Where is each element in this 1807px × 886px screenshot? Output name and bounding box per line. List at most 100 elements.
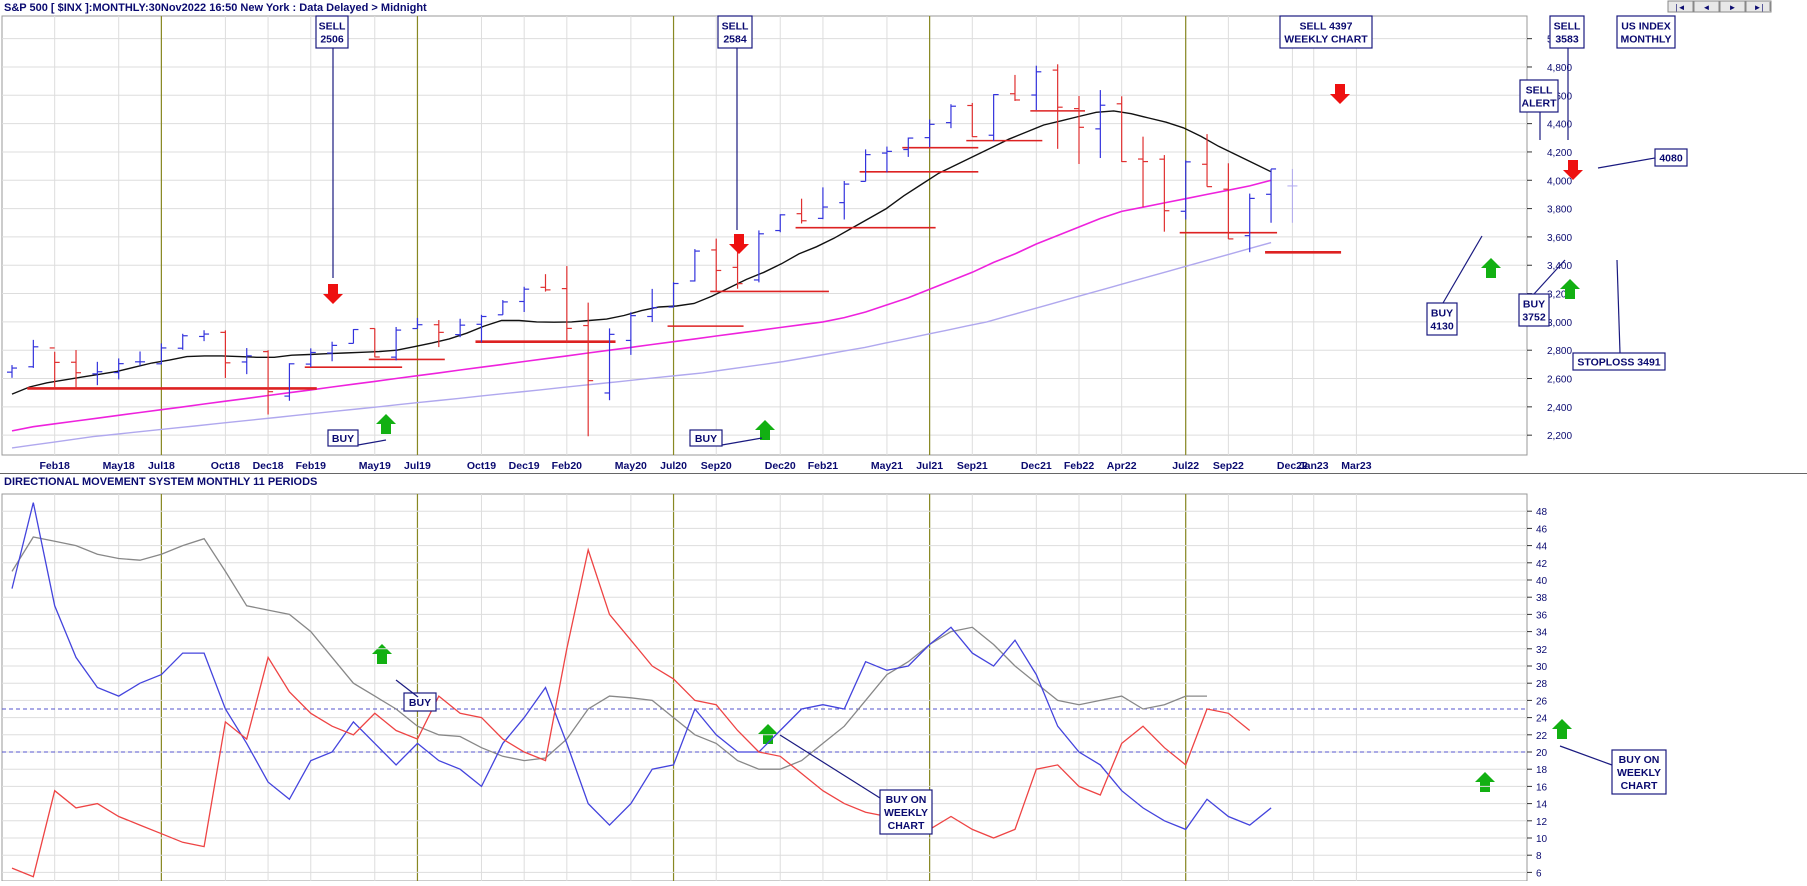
buy-arrow-icon — [376, 414, 396, 434]
sell-2506-label-line: SELL — [319, 21, 346, 33]
dms-series-line — [11, 547, 1251, 878]
buy-feb19-label-line: BUY — [332, 433, 354, 445]
sell-4397-label-line: WEEKLY CHART — [1284, 34, 1368, 46]
nav-button-label[interactable]: ► — [1729, 3, 1737, 12]
x-tick-label: Feb18 — [40, 460, 71, 472]
sell-arrow-shape — [1330, 84, 1350, 104]
nav-button-frame[interactable] — [1693, 0, 1720, 13]
price-tick-label: 2,400 — [1547, 403, 1572, 414]
dms-buy-weekly-2-label-frame — [1611, 749, 1667, 795]
annotation-leader — [1597, 157, 1656, 169]
x-tick-label: Mar23 — [1341, 460, 1372, 472]
dms-series-line — [11, 536, 1207, 770]
x-tick-label: Jul18 — [148, 460, 175, 472]
buy-arrow-icon — [758, 724, 778, 744]
price-bar — [369, 327, 380, 358]
price-bar — [817, 187, 828, 220]
buy-arrow-shape — [1481, 258, 1501, 278]
price-bar — [775, 214, 786, 233]
price-bar — [647, 288, 658, 323]
price-bar — [967, 102, 978, 138]
nav-button[interactable]: ►| — [1745, 0, 1772, 13]
dms-tick-label: 28 — [1536, 679, 1548, 690]
price-bar — [263, 350, 274, 415]
price-bar — [881, 146, 892, 173]
price-4080-label: 4080 — [1654, 148, 1688, 167]
price-bar — [988, 93, 999, 141]
price-bar — [348, 328, 359, 345]
nav-button-frame[interactable] — [1719, 0, 1746, 13]
navigation-controls: |◄ ◄ ► ►| — [1667, 0, 1772, 13]
x-tick-label: Sep20 — [701, 460, 732, 472]
nav-button[interactable]: ◄ — [1693, 0, 1720, 13]
sell-arrow-icon — [1330, 84, 1350, 104]
dms-tick-label: 48 — [1536, 507, 1548, 518]
sell-arrow-icon — [1563, 160, 1583, 180]
price-4080-label-text: 4080 — [1659, 153, 1683, 165]
dms-buy-weekly-1-label-line: BUY ON — [886, 794, 927, 806]
dms-tick-label: 32 — [1536, 645, 1548, 656]
price-bar — [156, 343, 167, 365]
nav-button-label[interactable]: ►| — [1754, 3, 1764, 12]
us-index-label: US INDEX MONTHLY — [1616, 15, 1676, 49]
price-bar — [49, 347, 60, 389]
nav-button-frame[interactable] — [1745, 0, 1772, 13]
x-tick-label: Dec21 — [1021, 460, 1052, 472]
sell-3583-label-line: SELL — [1554, 21, 1581, 33]
price-bar — [113, 358, 124, 380]
price-bar — [305, 348, 316, 368]
x-tick-label: Dec20 — [765, 460, 796, 472]
nav-button[interactable]: ► — [1719, 0, 1746, 13]
stoploss-label: STOPLOSS 3491 — [1572, 352, 1666, 371]
x-tick-label: Dec18 — [253, 460, 284, 472]
sell-3583-label-frame — [1549, 15, 1585, 49]
dms-buy-weekly-2-label-line: BUY ON — [1619, 754, 1660, 766]
price-bar — [391, 326, 402, 361]
nav-button-label[interactable]: ◄ — [1703, 3, 1711, 12]
buy-4130-label-line: 4130 — [1430, 321, 1454, 333]
sell-2506-label-line: 2506 — [320, 34, 344, 46]
x-tick-label: Jul22 — [1172, 460, 1199, 472]
sell-4397-label-text: SELL 4397 WEEKLY CHART — [1284, 21, 1368, 46]
nav-button-label[interactable]: |◄ — [1676, 3, 1686, 12]
sell-arrow-shape — [1563, 160, 1583, 180]
dms-tick-label: 12 — [1536, 817, 1548, 828]
buy-4130-label-frame — [1426, 302, 1458, 336]
sell-3583-label-line: 3583 — [1555, 34, 1579, 46]
sell-2584-label-line: 2584 — [723, 34, 747, 46]
price-bar — [412, 317, 423, 330]
dms-plot-frame — [1, 493, 1528, 882]
x-tick-label: Feb19 — [296, 460, 327, 472]
stoploss-label-text: STOPLOSS 3491 — [1577, 357, 1660, 369]
price-tick-label: 3,000 — [1547, 318, 1572, 329]
x-tick-label: Feb22 — [1064, 460, 1095, 472]
dms-tick-label: 10 — [1536, 834, 1548, 845]
annotation-leader — [779, 734, 881, 799]
x-tick-label: May19 — [359, 460, 391, 472]
price-bar — [689, 249, 700, 282]
price-bar — [753, 230, 764, 283]
annotation-leader — [1442, 235, 1483, 304]
price-bar — [1159, 155, 1170, 232]
x-tick-label: Jul20 — [660, 460, 687, 472]
dms-buy-label-line: BUY — [409, 697, 431, 709]
price-bar — [455, 318, 466, 338]
nav-button[interactable]: |◄ — [1667, 0, 1694, 13]
price-bar — [497, 300, 508, 316]
dms-tick-label: 36 — [1536, 610, 1548, 621]
annotation-leader — [357, 439, 387, 446]
sell-alert-label-line: ALERT — [1522, 98, 1558, 110]
buy-arrow-shape — [1475, 772, 1495, 792]
nav-button-frame[interactable] — [1667, 0, 1694, 13]
price-tick-label: 4,200 — [1547, 148, 1572, 159]
sell-arrow-icon — [323, 284, 343, 304]
buy-4130-label-line: BUY — [1431, 308, 1453, 320]
sell-4397-label-line: SELL 4397 — [1300, 21, 1353, 33]
price-4080-label-frame — [1654, 148, 1688, 167]
price-bar — [796, 198, 807, 224]
x-tick-label: Oct18 — [211, 460, 240, 472]
price-bar — [668, 282, 679, 308]
price-bar — [1116, 96, 1127, 163]
buy-apr20-label-text: BUY — [695, 433, 717, 445]
buy-arrow-shape — [376, 414, 396, 434]
